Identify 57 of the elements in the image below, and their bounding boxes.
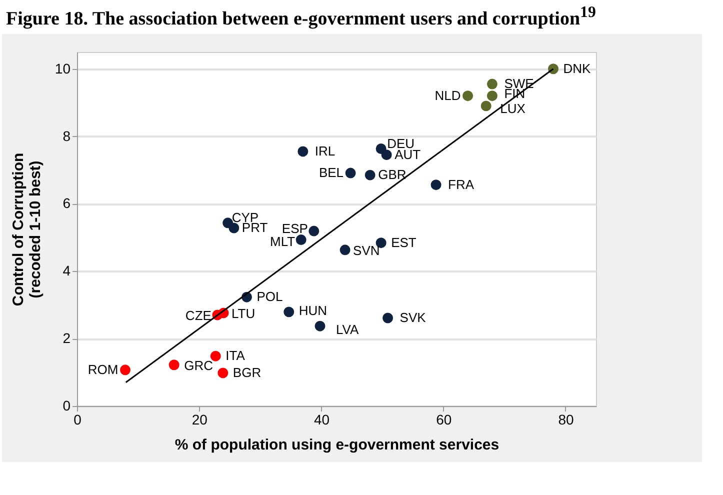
annotation: SVK [400,310,426,326]
point [308,226,320,236]
y-tick-label: 6 [62,195,71,212]
point [486,78,498,90]
annotation: BEL [318,165,344,180]
x-axis-title: % of population using e-government services [174,436,500,454]
y-tick-label: 2 [62,330,71,346]
annotation: SVN [353,242,380,258]
point [364,170,376,180]
point [462,90,474,102]
point [296,234,306,246]
y-axis-title: Control of Corruption (recoded 1-10 best) [10,152,44,306]
point [480,100,492,112]
point [430,180,442,190]
annotation: CZE [185,308,212,323]
y-tick-label: 0 [62,398,71,414]
x-tick-label: 0 [74,412,82,428]
point [120,364,130,376]
annotation: GBR [378,167,406,182]
point [284,306,294,318]
annotation: HUN [298,302,328,318]
x-tick-label: 40 [314,412,330,428]
point [345,168,356,178]
point [210,350,221,362]
point [168,360,180,370]
annotation: DEU [387,136,415,151]
annotation: EST [391,234,416,250]
x-tick-label: 80 [558,412,574,428]
annotation: MLT [270,234,296,249]
annotation: ESP [282,221,308,236]
annotation: POL [256,289,283,304]
annotation: LVA [336,322,359,338]
annotation: DNK [563,60,592,76]
x-tick-label: 20 [192,412,208,428]
point [486,90,498,102]
annotation: GRC [184,358,213,373]
annotation: LTU [232,306,256,321]
point [381,150,392,160]
y-tick-label: 4 [62,262,71,279]
annotation: ROM [88,362,118,377]
annotation: IRL [314,143,336,158]
point [218,368,228,378]
point [548,64,559,74]
point [298,146,308,157]
annotation: FRA [448,176,474,192]
point [314,320,326,332]
annotation: BGR [232,364,262,380]
annotation: LUX [500,100,526,116]
chart-title: Figure 18. The association between e-government users and corruption$^{19}$ [5,3,597,30]
point [228,222,240,234]
annotation: NLD [434,88,461,103]
point [340,244,350,256]
annotation: ITA [226,348,246,364]
y-tick-label: 10 [54,60,71,76]
y-tick-label: 8 [62,128,71,144]
point [382,312,394,324]
x-tick-label: 60 [436,412,452,428]
